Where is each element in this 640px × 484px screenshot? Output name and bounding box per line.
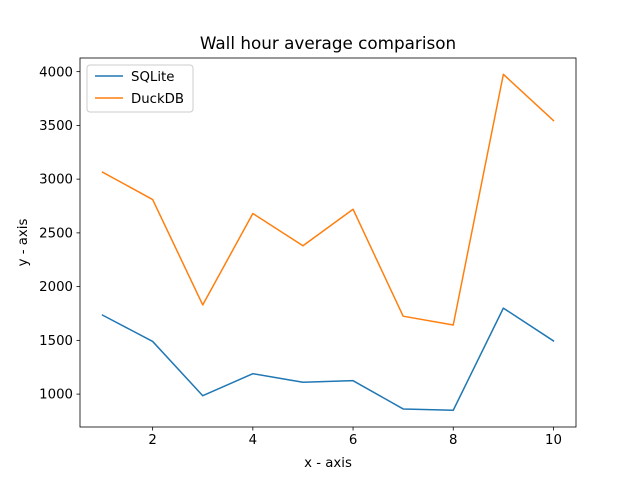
y-tick-label: 2500: [39, 226, 73, 241]
x-tick-label: 4: [249, 433, 257, 448]
series-line-duckdb: [101, 73, 555, 326]
y-tick-label: 4000: [39, 65, 73, 80]
legend-label-duckdb: DuckDB: [131, 92, 184, 107]
y-tick-label: 1500: [39, 334, 73, 349]
plot-area: [80, 58, 576, 427]
x-axis-label: x - axis: [304, 456, 352, 471]
plot-frame: [79, 57, 577, 428]
y-axis-label: y - axis: [16, 219, 31, 267]
y-tick-label: 1000: [39, 388, 73, 403]
series-line-sqlite: [101, 307, 555, 411]
y-axis-ticks: 1000 1500 2000 2500 3000 3500 4000: [39, 65, 80, 403]
chart-title: Wall hour average comparison: [200, 33, 456, 53]
x-tick-label: 2: [148, 433, 156, 448]
y-tick-label: 3000: [39, 173, 73, 188]
x-tick-label: 10: [545, 433, 562, 448]
x-axis-ticks: 2 4 6 8 10: [148, 427, 562, 448]
x-tick-label: 8: [449, 433, 457, 448]
series-layer: [101, 73, 555, 411]
legend: SQLite DuckDB: [86, 64, 194, 113]
x-tick-label: 6: [349, 433, 357, 448]
legend-label-sqlite: SQLite: [131, 70, 174, 85]
y-tick-label: 2000: [39, 280, 73, 295]
y-tick-label: 3500: [39, 119, 73, 134]
